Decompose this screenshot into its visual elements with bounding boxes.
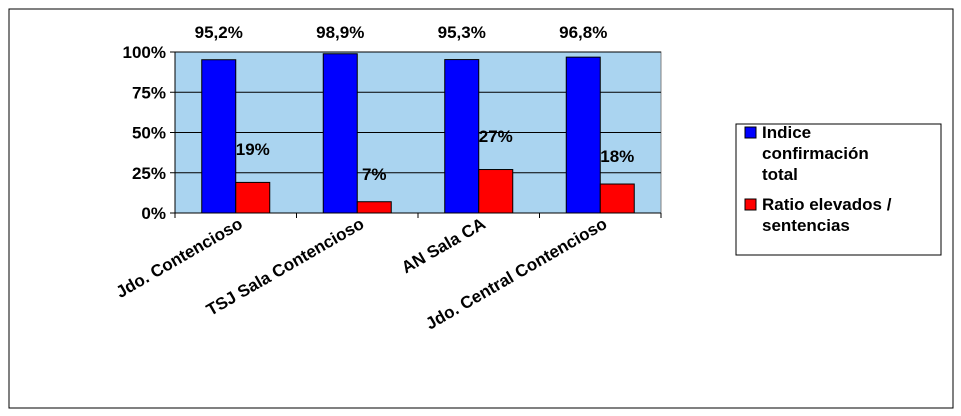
- bar-indice-2: [444, 59, 480, 214]
- legend-swatch-1: [744, 198, 757, 211]
- legend-label-0-0: Indice: [762, 123, 811, 142]
- data-label-indice-0: 95,2%: [195, 23, 243, 42]
- data-label-ratio-0: 19%: [236, 140, 270, 159]
- bar-indice-0: [201, 59, 237, 214]
- bar-ratio-2: [478, 169, 514, 214]
- y-tick-labels: 0% 25% 50% 75% 100%: [123, 43, 175, 223]
- bar-indice-3: [565, 56, 601, 214]
- bar-ratio-3: [599, 183, 635, 214]
- bar-ratio-0: [235, 181, 271, 214]
- legend-label-0-2: total: [762, 165, 798, 184]
- legend-box: [735, 123, 942, 256]
- y-tick-label-0: 0%: [141, 204, 166, 223]
- legend-label-0-1: confirmación: [762, 144, 869, 163]
- data-label-indice-3: 96,8%: [559, 23, 607, 42]
- bar-ratio-1: [356, 201, 392, 214]
- y-tick-label-3: 75%: [132, 83, 166, 102]
- data-label-indice-2: 95,3%: [438, 23, 486, 42]
- legend: Indice confirmación total Ratio elevados / s…: [735, 123, 942, 256]
- y-tick-label-1: 25%: [132, 164, 166, 183]
- legend-swatch-0: [744, 126, 757, 139]
- legend-label-1-1: sentencias: [762, 216, 850, 235]
- y-tick-label-2: 50%: [132, 124, 166, 143]
- data-label-ratio-2: 27%: [479, 127, 513, 146]
- bar-indice-1: [322, 53, 358, 214]
- legend-label-1-0: Ratio elevados /: [762, 195, 892, 214]
- data-label-indice-1: 98,9%: [316, 23, 364, 42]
- data-label-ratio-3: 18%: [600, 147, 634, 166]
- bars: [201, 53, 635, 214]
- data-labels: 95,2% 19% 98,9% 7% 95,3% 27% 96,8% 18%: [195, 23, 635, 184]
- data-label-ratio-1: 7%: [362, 165, 387, 184]
- y-tick-label-4: 100%: [123, 43, 166, 62]
